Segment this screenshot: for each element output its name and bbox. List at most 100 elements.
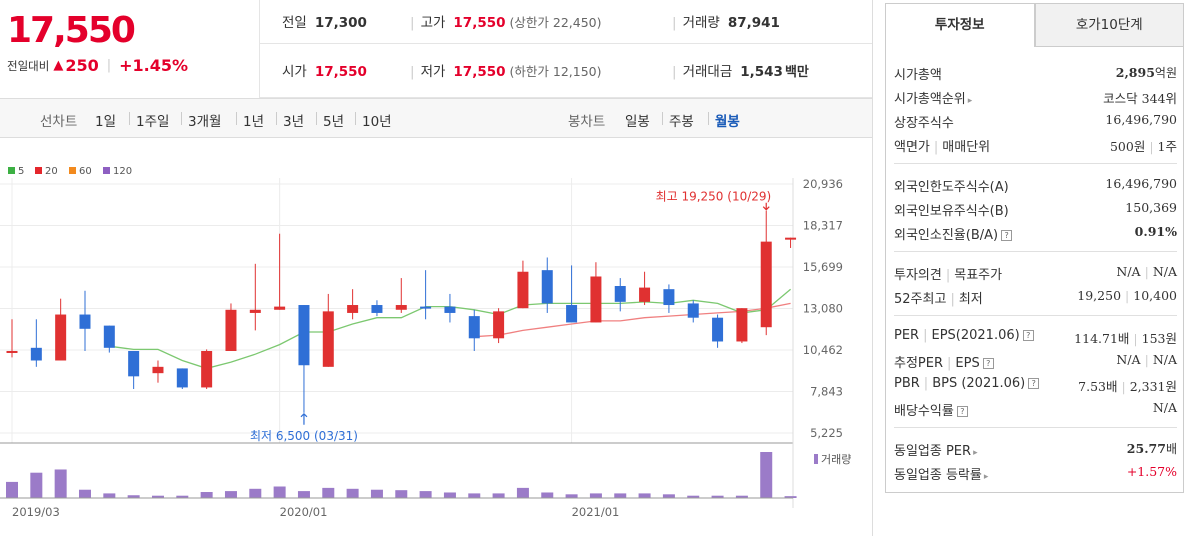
info-key-text-2: 매매단위 xyxy=(942,140,991,155)
prev-close-label: 전일 xyxy=(282,15,307,31)
chevron-right-icon[interactable]: ▸ xyxy=(973,448,978,458)
info-row: 외국인한도주식수(A) 16,496,790 xyxy=(894,173,1177,197)
y-tick-label: 5,225 xyxy=(810,426,843,440)
volume-bar xyxy=(224,491,237,498)
info-key-text: 52주최고 xyxy=(894,292,947,307)
volume-bar xyxy=(249,488,262,498)
volume-bar xyxy=(589,493,602,498)
trade-amount: | 거래대금 1,543 백만 xyxy=(672,60,809,80)
volume-bar xyxy=(565,494,578,498)
candle-body xyxy=(30,347,42,361)
volume-label: 거래량 xyxy=(821,453,851,466)
price-summary: 17,550 전일대비 ▲ 250 | +1.45% xyxy=(0,0,260,98)
open-price: 시가 17,550 xyxy=(282,60,367,80)
info-key: 외국인소진율(B/A)? xyxy=(894,224,1013,243)
divider: | xyxy=(672,15,677,31)
info-key-text-2: BPS (2021.06) xyxy=(932,376,1026,391)
divider xyxy=(316,112,317,125)
info-key-text-2: 목표주가 xyxy=(954,268,1003,283)
candle-body xyxy=(395,305,407,310)
divider: | xyxy=(1133,331,1138,346)
period-5[interactable]: 5년 xyxy=(323,114,345,130)
change-label: 전일대비 xyxy=(7,58,50,73)
divider xyxy=(236,112,237,125)
chevron-right-icon[interactable]: ▸ xyxy=(983,472,989,482)
period-3[interactable]: 1년 xyxy=(243,114,265,130)
period-4[interactable]: 3년 xyxy=(283,114,305,130)
high-price: | 고가 17,550 (상한가 22,450) xyxy=(410,11,601,31)
volume-bar xyxy=(78,489,91,498)
info-key-text: 액면가 xyxy=(894,140,930,155)
legend-label-20: 20 xyxy=(45,166,58,177)
legend-label-120: 120 xyxy=(113,166,132,177)
info-key: 배당수익률? xyxy=(894,400,968,419)
info-value: 500원 | 1주 xyxy=(1110,136,1177,155)
info-value-text: 25.77 xyxy=(1126,441,1166,456)
info-value: N/A xyxy=(1153,400,1177,415)
info-key: 추정PER | EPS? xyxy=(894,352,994,371)
amount-label: 거래대금 xyxy=(682,64,733,80)
current-price: 17,550 xyxy=(7,10,136,51)
candle-period-1[interactable]: 주봉 xyxy=(669,114,694,130)
candle-period-2[interactable]: 월봉 xyxy=(715,114,740,130)
tab-investment-info[interactable]: 투자정보 xyxy=(885,3,1035,47)
period-0[interactable]: 1일 xyxy=(95,114,117,130)
candle-body xyxy=(493,311,505,339)
x-tick-label: 2021/01 xyxy=(572,505,620,519)
candle-period-0[interactable]: 일봉 xyxy=(625,114,650,130)
legend-swatch-60 xyxy=(69,167,76,174)
info-key: 외국인보유주식수(B) xyxy=(894,200,1009,219)
min-arrow-icon xyxy=(300,412,308,425)
help-icon[interactable]: ? xyxy=(1001,230,1013,241)
y-tick-label: 13,080 xyxy=(803,302,843,316)
candle-body xyxy=(663,289,675,306)
info-key-text-2: EPS xyxy=(955,356,980,371)
candle-body xyxy=(614,286,626,302)
volume-bar xyxy=(662,494,675,498)
help-icon[interactable]: ? xyxy=(1022,330,1034,341)
quote-table: 전일 17,300 | 고가 17,550 (상한가 22,450) | 거래량 87,94… xyxy=(260,0,872,98)
info-key: 상장주식수 xyxy=(894,112,954,131)
info-key-text-2: EPS(2021.06) xyxy=(931,328,1020,343)
help-icon[interactable]: ? xyxy=(982,358,994,369)
period-1[interactable]: 1주일 xyxy=(136,114,170,130)
divider xyxy=(662,112,663,125)
help-icon[interactable]: ? xyxy=(956,406,968,417)
info-value-text: 0.91% xyxy=(1134,224,1177,239)
chevron-right-icon[interactable]: ▸ xyxy=(967,96,973,106)
group-divider xyxy=(894,427,1177,428)
volume: | 거래량 87,941 xyxy=(672,11,780,31)
chart-svg: 5 20 60 120 20,936 18,317 15,699 13,080 10,462 7,… xyxy=(0,166,851,519)
open-label: 시가 xyxy=(282,64,307,80)
candle-body xyxy=(128,350,140,377)
candle-body xyxy=(298,305,310,366)
info-key-text: 배당수익률 xyxy=(894,404,954,419)
y-tick-label: 10,462 xyxy=(803,343,843,357)
info-key: 시가총액순위 ▸ xyxy=(894,88,972,107)
info-value-text-2: 2,331원 xyxy=(1129,379,1177,394)
period-6[interactable]: 10년 xyxy=(362,114,392,130)
info-row: PER | EPS(2021.06)? 114.71배 | 153원 xyxy=(894,325,1177,349)
divider xyxy=(181,112,182,125)
change-amount: 250 xyxy=(65,56,99,75)
candle-body xyxy=(712,317,724,342)
info-value: 16,496,790 xyxy=(1105,176,1177,191)
amount-unit: 백만 xyxy=(784,65,809,80)
period-2[interactable]: 3개월 xyxy=(188,114,222,130)
volume-bar xyxy=(54,469,67,498)
amount-value: 1,543 xyxy=(740,64,783,80)
panel-divider xyxy=(872,0,873,536)
volume-bar xyxy=(614,493,627,498)
volume-bar xyxy=(346,488,359,498)
info-key-text: 추정PER xyxy=(894,356,944,371)
legend-label-60: 60 xyxy=(79,166,92,177)
upper-limit: (상한가 22,450) xyxy=(509,15,602,30)
volume-bar xyxy=(6,481,18,498)
divider: | xyxy=(947,356,952,371)
divider: | xyxy=(1149,139,1154,154)
tab-order-book[interactable]: 호가10단계 xyxy=(1034,3,1184,47)
help-icon[interactable]: ? xyxy=(1028,378,1040,389)
info-row: 52주최고 | 최저 19,250 | 10,400 xyxy=(894,285,1177,309)
info-value-text: 500원 xyxy=(1109,139,1146,154)
candle-body xyxy=(736,308,748,342)
